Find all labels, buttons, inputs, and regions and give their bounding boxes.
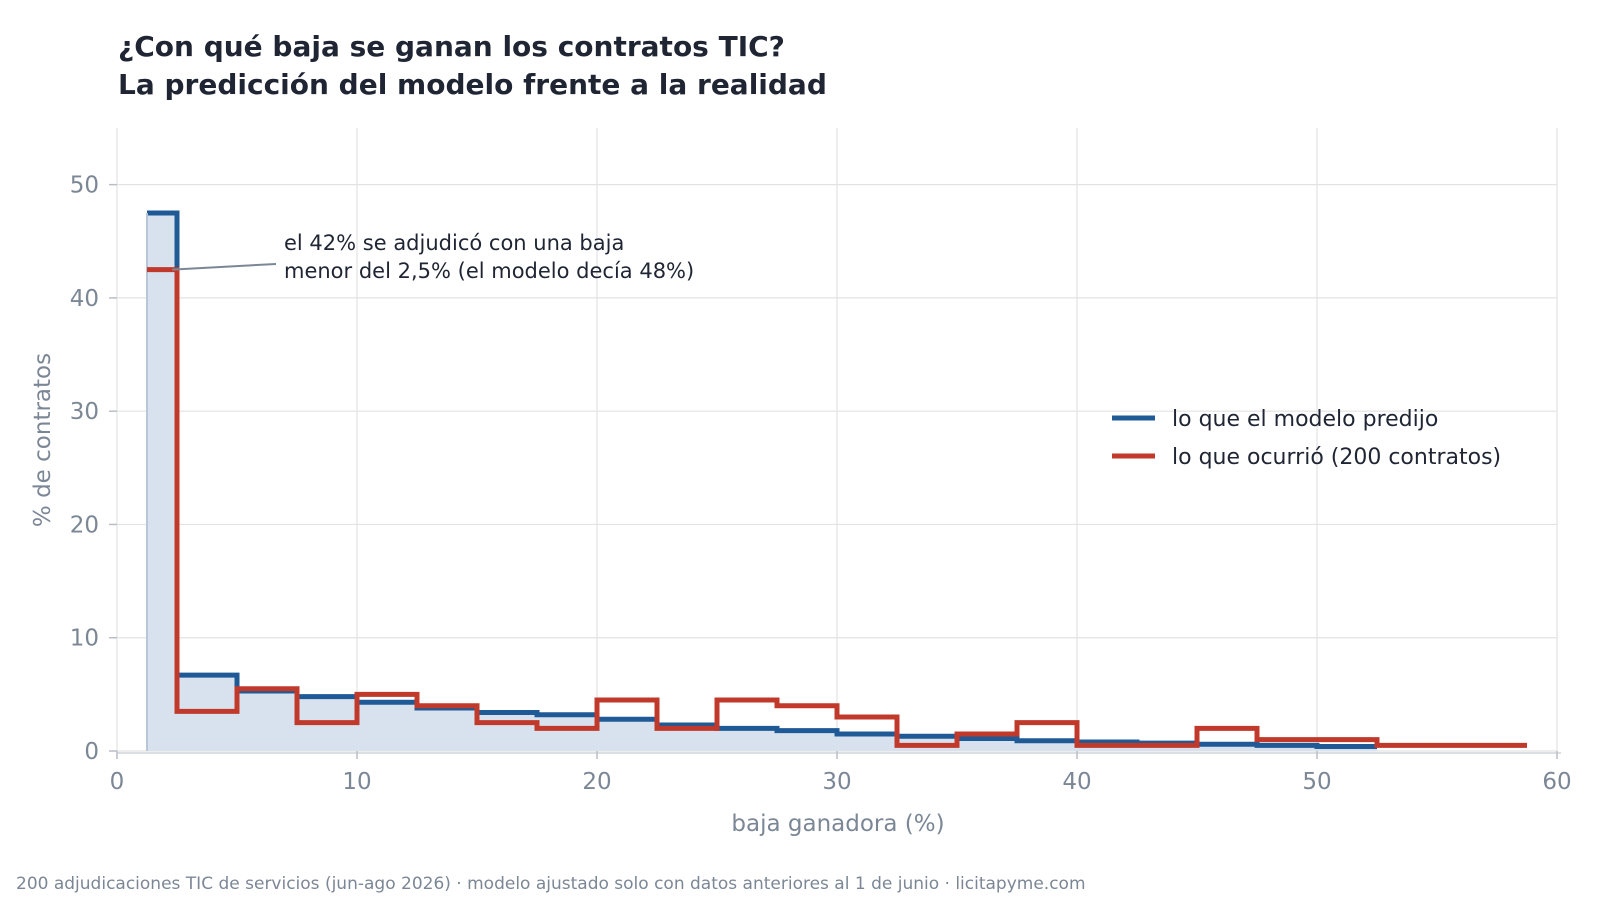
annotation-line-1: el 42% se adjudicó con una baja <box>284 231 624 255</box>
x-tick-label: 0 <box>110 769 125 795</box>
x-tick-labels: 0 10 20 30 40 50 60 <box>110 751 1572 795</box>
y-tick-label: 40 <box>70 286 99 312</box>
x-tick-label: 40 <box>1062 769 1091 795</box>
observed-bin <box>537 728 597 751</box>
observed-bin <box>147 270 177 751</box>
observed-step-line <box>147 267 1527 748</box>
grid-lines <box>116 128 1558 752</box>
legend: lo que el modelo predijo lo que ocurrió … <box>1112 407 1501 470</box>
legend-label-predicted: lo que el modelo predijo <box>1172 407 1438 432</box>
predicted-series <box>146 210 1377 752</box>
observed-bin <box>477 723 537 751</box>
observed-bin <box>1017 723 1077 751</box>
legend-label-observed: lo que ocurrió (200 contratos) <box>1172 445 1501 470</box>
observed-bin <box>1197 728 1257 751</box>
observed-bin <box>237 689 297 751</box>
predicted-step-line <box>147 210 1377 749</box>
observed-bin <box>597 700 657 751</box>
observed-bin <box>297 723 357 751</box>
y-tick-label: 0 <box>84 739 99 765</box>
y-tick-label: 50 <box>70 173 99 199</box>
observed-series <box>147 267 1527 751</box>
x-tick-label: 10 <box>342 769 371 795</box>
annotation: el 42% se adjudicó con una baja menor de… <box>172 231 694 283</box>
observed-bin <box>957 734 1017 751</box>
observed-bin <box>717 700 777 751</box>
x-tick-label: 20 <box>582 769 611 795</box>
observed-bin <box>837 717 897 751</box>
source-caption: 200 adjudicaciones TIC de servicios (jun… <box>16 874 1086 894</box>
observed-bin <box>417 706 477 751</box>
annotation-line-2: menor del 2,5% (el modelo decía 48%) <box>284 259 694 283</box>
y-tick-labels: 0 10 20 30 40 50 <box>70 173 117 765</box>
observed-bin <box>177 711 237 751</box>
y-tick-label: 10 <box>70 626 99 652</box>
x-tick-label: 60 <box>1542 769 1571 795</box>
annotation-leader-line <box>172 263 277 271</box>
x-tick-label: 30 <box>822 769 851 795</box>
predicted-area-fill <box>147 212 1377 752</box>
x-axis-label: baja ganadora (%) <box>731 811 944 837</box>
chart-title: ¿Con qué baja se ganan los contratos TIC… <box>118 28 827 104</box>
chart-title-line-1: ¿Con qué baja se ganan los contratos TIC… <box>118 30 785 63</box>
chart-title-line-2: La predicción del modelo frente a la rea… <box>118 68 827 101</box>
y-axis-label: % de contratos <box>30 353 56 527</box>
y-tick-label: 30 <box>70 399 99 425</box>
observed-bin <box>657 728 717 751</box>
observed-bin <box>357 694 417 751</box>
observed-bin <box>777 706 837 751</box>
histogram-chart: 0 10 20 30 40 50 60 0 10 20 30 40 50 baja ganadora … <box>30 128 1572 837</box>
y-tick-label: 20 <box>70 512 99 538</box>
x-tick-label: 50 <box>1302 769 1331 795</box>
